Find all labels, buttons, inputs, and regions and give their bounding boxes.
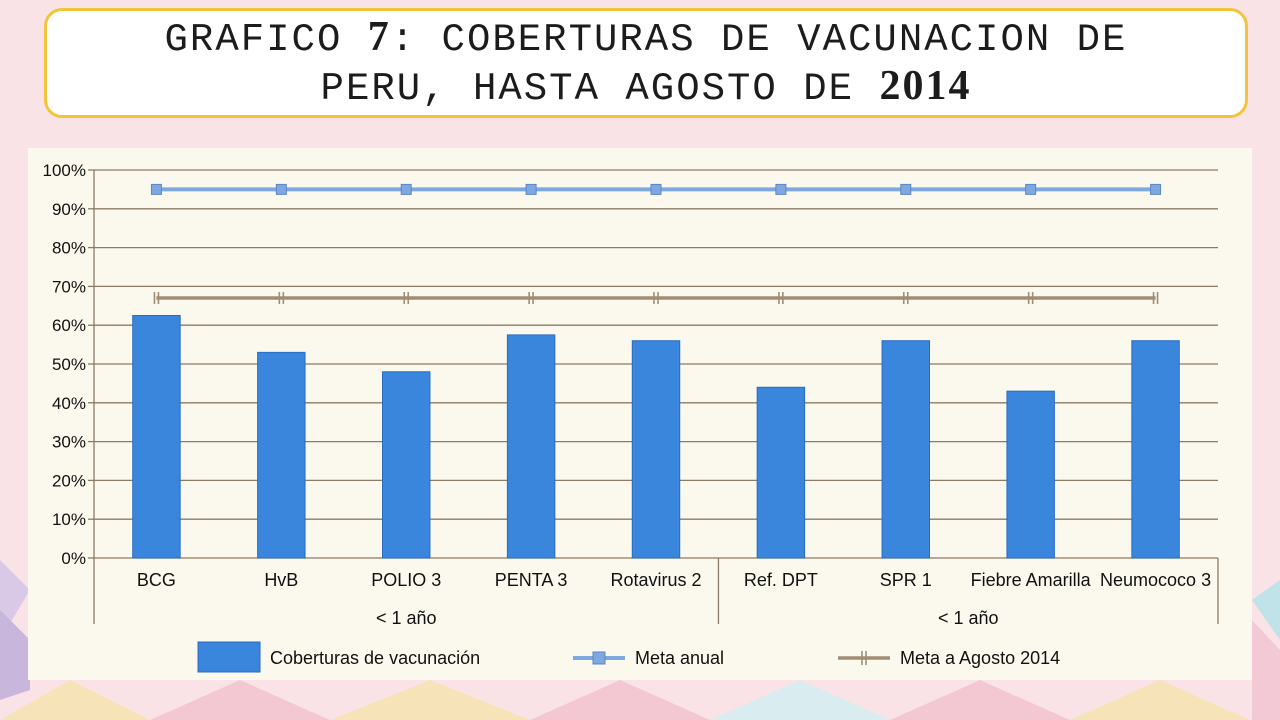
title-line-2: PERU, HASTA AGOSTO DE 2014	[321, 63, 972, 112]
legend-label: Coberturas de vacunación	[270, 648, 480, 668]
bar	[756, 386, 806, 559]
x-tick-label: Ref. DPT	[744, 570, 818, 590]
series-point	[775, 183, 787, 195]
bar	[381, 371, 431, 559]
y-tick-label: 10%	[52, 510, 86, 529]
series-point	[1025, 183, 1037, 195]
deco-bottom-0	[0, 680, 150, 720]
series-point	[1150, 183, 1162, 195]
x-tick-label: HvB	[264, 570, 298, 590]
x-tick-label: Neumococo 3	[1100, 570, 1211, 590]
title-text: : COBERTURAS DE VACUNACION DE	[390, 18, 1128, 62]
x-group-label: < 1 año	[938, 608, 999, 628]
legend-marker	[592, 651, 606, 665]
y-tick-label: 20%	[52, 471, 86, 490]
title-text: GRAFICO	[164, 18, 368, 62]
y-tick-label: 60%	[52, 316, 86, 335]
x-tick-label: PENTA 3	[495, 570, 568, 590]
deco-bottom-5	[890, 680, 1070, 720]
x-group-label: < 1 año	[376, 608, 437, 628]
deco-bottom-3	[530, 680, 710, 720]
bar	[132, 315, 181, 559]
chart-panel: 0% 10% 20% 30% 40% 50% 60% 70% 80% 90% 100% BCG HvB P…	[28, 148, 1252, 680]
series-point	[525, 183, 537, 195]
bar	[257, 351, 306, 559]
bar-chart: 0% 10% 20% 30% 40% 50% 60% 70% 80% 90% 100% BCG HvB P…	[43, 161, 1219, 673]
y-tick-label: 90%	[52, 200, 86, 219]
deco-bottom-6	[1070, 680, 1250, 720]
series-point	[275, 183, 287, 195]
deco-triangle-right-2	[1252, 620, 1280, 720]
legend-swatch	[197, 641, 261, 673]
bar	[881, 340, 931, 559]
legend-label: Meta anual	[635, 648, 724, 668]
y-tick-label: 50%	[52, 355, 86, 374]
deco-bottom-4	[710, 680, 890, 720]
bar	[1006, 390, 1055, 559]
deco-bottom-1	[150, 680, 330, 720]
title-text: PERU, HASTA AGOSTO DE	[320, 67, 880, 111]
title-number: 7	[367, 14, 391, 60]
x-tick-label: POLIO 3	[371, 570, 441, 590]
bar	[631, 340, 681, 559]
y-tick-label: 0%	[61, 549, 86, 568]
series-point	[900, 183, 912, 195]
series-point	[650, 183, 662, 195]
title-year: 2014	[879, 63, 972, 109]
title-line-1: GRAFICO 7: COBERTURAS DE VACUNACION DE	[165, 14, 1128, 63]
title-box: GRAFICO 7: COBERTURAS DE VACUNACION DE P…	[44, 8, 1248, 118]
legend-label: Meta a Agosto 2014	[900, 648, 1060, 668]
x-tick-label: SPR 1	[880, 570, 932, 590]
x-tick-label: Fiebre Amarilla	[971, 570, 1092, 590]
deco-triangle-left	[0, 560, 30, 640]
x-tick-label: BCG	[137, 570, 176, 590]
deco-bottom-2	[330, 680, 530, 720]
y-tick-label: 80%	[52, 239, 86, 258]
deco-triangle-left-2	[0, 610, 30, 700]
y-tick-label: 100%	[43, 161, 86, 180]
y-tick-label: 40%	[52, 394, 86, 413]
bar	[506, 334, 556, 559]
x-tick-label: Rotavirus 2	[610, 570, 701, 590]
deco-triangle-right	[1252, 580, 1280, 640]
y-tick-label: 30%	[52, 433, 86, 452]
series-point	[150, 183, 162, 195]
series-point	[400, 183, 412, 195]
y-tick-label: 70%	[52, 277, 86, 296]
bar	[1131, 340, 1180, 559]
